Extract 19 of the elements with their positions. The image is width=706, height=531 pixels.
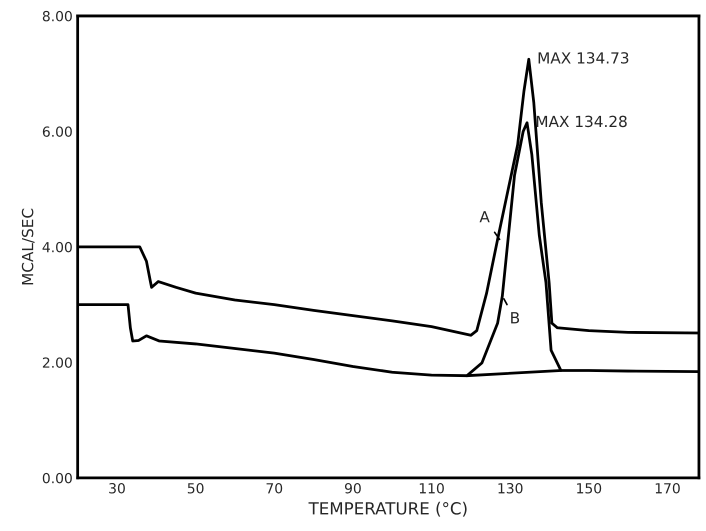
annotation: MAX 134.73 <box>538 52 628 64</box>
y-tick-label: 0.00 <box>42 472 72 484</box>
y-tick-label: 6.00 <box>42 126 72 137</box>
y-tick-label: 8.00 <box>42 10 72 22</box>
y-tick-label: 2.00 <box>42 357 72 368</box>
x-tick-label: 130 <box>498 483 523 494</box>
x-tick-label: 90 <box>344 483 361 494</box>
series-label: A <box>480 211 490 222</box>
x-tick-label: 170 <box>656 483 680 494</box>
x-tick-label: 70 <box>266 483 282 494</box>
annotation: MAX 134.28 <box>536 116 627 128</box>
x-axis-title: TEMPERATURE (°C) <box>308 502 467 517</box>
x-tick-label: 30 <box>109 483 125 494</box>
legend-label: B <box>511 312 520 324</box>
x-tick-label: 50 <box>188 483 204 494</box>
y-axis-title: MCAL/SEC <box>22 208 35 284</box>
x-tick-label: 150 <box>577 483 602 494</box>
x-tick-label: 110 <box>420 483 444 494</box>
y-tick-label: 4.00 <box>42 242 72 252</box>
